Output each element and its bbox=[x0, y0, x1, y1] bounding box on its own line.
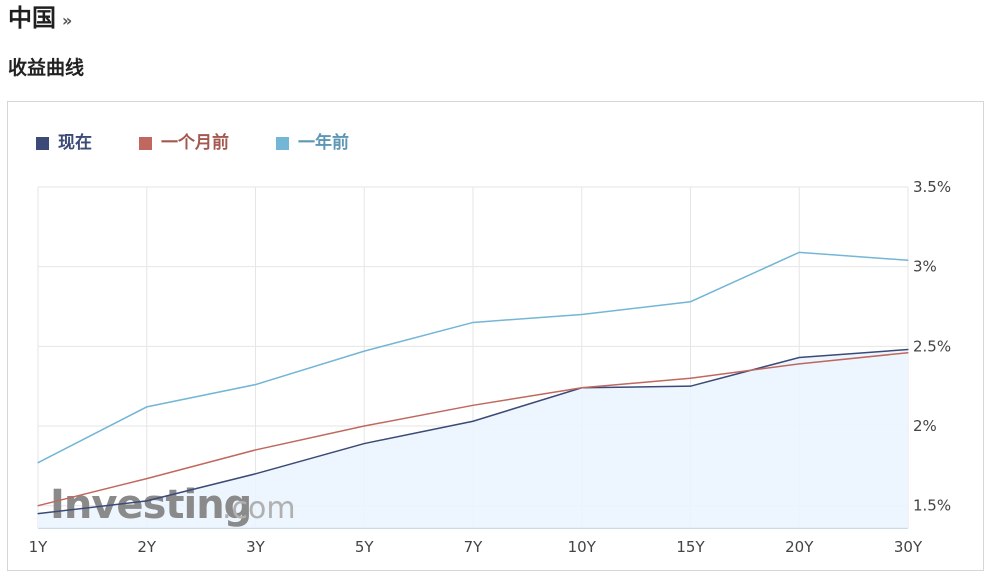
data-point-now bbox=[472, 420, 474, 422]
data-point-year-ago bbox=[472, 321, 474, 324]
chart-ticks: 1.5% 2% 2.5% 3% 3.5% 1Y 2Y 3Y 5Y 7Y 10Y 15Y 20Y 30Y bbox=[29, 178, 951, 556]
y-tick-label: 2% bbox=[913, 417, 937, 435]
legend-label-year-ago: 一年前 bbox=[298, 133, 349, 153]
x-tick-label: 1Y bbox=[29, 538, 49, 556]
data-point-now bbox=[254, 473, 257, 475]
chart-lines bbox=[37, 251, 909, 515]
data-point-month-ago bbox=[254, 449, 257, 451]
legend-label-now: 现在 bbox=[58, 133, 92, 153]
watermark-suffix: .com bbox=[222, 491, 296, 526]
area-fill-now bbox=[38, 349, 908, 528]
data-point-month-ago bbox=[363, 425, 365, 427]
data-point-now bbox=[146, 500, 148, 502]
x-tick-label: 15Y bbox=[676, 538, 705, 556]
section-title: 收益曲线 bbox=[8, 57, 85, 79]
data-point-year-ago bbox=[37, 462, 39, 464]
data-point-now bbox=[907, 348, 909, 351]
data-point-month-ago bbox=[37, 505, 39, 507]
y-tick-label: 1.5% bbox=[913, 497, 951, 515]
data-point-year-ago bbox=[907, 259, 909, 261]
legend-item-month-ago[interactable]: 一个月前 bbox=[139, 131, 229, 155]
legend-swatch-now bbox=[36, 136, 49, 150]
data-point-year-ago bbox=[363, 350, 365, 352]
data-point-month-ago bbox=[798, 363, 800, 365]
data-point-now bbox=[798, 356, 800, 359]
investing-watermark: Investing .com bbox=[50, 482, 296, 528]
page-title: 中国 » bbox=[8, 2, 72, 37]
data-point-month-ago bbox=[689, 377, 692, 379]
legend-swatch-year-ago bbox=[276, 136, 289, 150]
x-tick-label: 30Y bbox=[894, 538, 923, 556]
legend-item-year-ago[interactable]: 一年前 bbox=[276, 131, 349, 155]
data-point-year-ago bbox=[254, 383, 257, 386]
y-tick-label: 3% bbox=[913, 258, 937, 276]
watermark-brand: Investing bbox=[50, 482, 251, 528]
data-point-month-ago bbox=[472, 404, 474, 406]
data-point-now bbox=[689, 385, 692, 387]
legend-swatch-month-ago bbox=[139, 136, 152, 150]
data-point-month-ago bbox=[907, 352, 909, 354]
x-tick-label: 20Y bbox=[785, 538, 814, 556]
x-tick-label: 2Y bbox=[137, 538, 157, 556]
x-tick-label: 5Y bbox=[355, 538, 375, 556]
x-tick-label: 10Y bbox=[568, 538, 597, 556]
data-point-year-ago bbox=[798, 251, 800, 253]
data-point-year-ago bbox=[146, 406, 148, 408]
country-link-arrow[interactable]: » bbox=[62, 11, 73, 30]
y-tick-label: 2.5% bbox=[913, 337, 951, 355]
data-point-month-ago bbox=[146, 478, 148, 480]
yield-curve-chart: Investing .com 1.5% 2% 2.5% 3% 3.5% 1Y 2Y 3Y 5Y 7… bbox=[29, 178, 951, 556]
data-point-now bbox=[37, 513, 39, 515]
country-name: 中国 bbox=[8, 4, 56, 32]
x-tick-label: 3Y bbox=[246, 538, 266, 556]
legend-label-month-ago: 一个月前 bbox=[161, 133, 229, 153]
y-tick-label: 3.5% bbox=[913, 178, 951, 196]
data-point-month-ago bbox=[581, 387, 583, 389]
data-point-year-ago bbox=[689, 301, 692, 303]
x-tick-label: 7Y bbox=[464, 538, 484, 556]
data-point-year-ago bbox=[581, 313, 583, 316]
data-point-now bbox=[363, 442, 365, 445]
chart-area bbox=[38, 349, 908, 528]
legend-item-now[interactable]: 现在 bbox=[36, 131, 92, 155]
